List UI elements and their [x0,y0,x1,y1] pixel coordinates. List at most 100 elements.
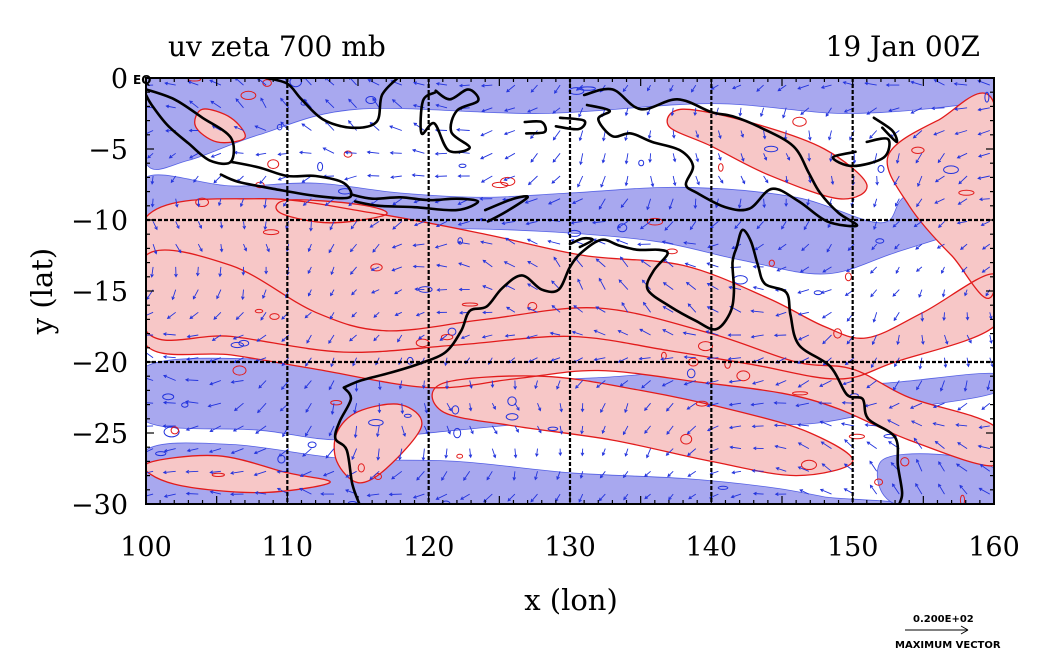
positive-vorticity-region [887,93,994,299]
wind-vector-arrow [551,304,561,313]
wind-vector-arrow [797,466,810,472]
coastline [582,87,859,228]
wind-vector-arrow [278,448,289,457]
wind-vector-arrow [243,243,248,252]
wind-vector-arrow [939,380,945,392]
wind-vector-arrow [807,153,812,162]
wind-vector-arrow [933,79,945,86]
small-negative-contour [984,91,990,103]
wind-vector-arrow [671,130,676,139]
wind-vector-arrow [503,261,516,268]
wind-vector-arrow [601,448,606,457]
reference-vector-caption: MAXIMUM VECTOR [895,640,1001,651]
wind-vector-arrow [642,301,651,313]
wind-vector-arrow [412,264,425,269]
wind-vector-arrow [623,493,629,501]
wind-vector-arrow [864,81,877,86]
wind-vector-arrow [367,173,380,178]
wind-vector-arrow [731,470,742,475]
wind-vector-arrow [981,402,991,410]
wind-vector-arrow [961,266,968,273]
wind-vector-arrow [481,334,493,339]
small-positive-contour [680,433,693,445]
wind-vector-arrow [481,107,493,113]
wind-vector-arrow [322,470,335,477]
wind-vector-arrow [146,425,154,427]
wind-vector-arrow [977,130,990,136]
wind-vector-arrow [662,329,674,336]
wind-vector-arrow [598,493,606,502]
wind-vector-arrow [619,256,629,268]
wind-vector-arrow [591,220,606,225]
wind-vector-arrow [596,380,606,389]
small-negative-contour [877,165,885,173]
wind-vector-arrow [468,403,473,412]
small-negative-contour [276,124,283,131]
wind-vector-arrow [763,153,768,161]
wind-vector-arrow [829,153,833,163]
wind-vector-arrow [230,492,244,497]
wind-vector-arrow [820,84,832,89]
wind-vector-arrow [372,97,380,109]
wind-vector-arrow [695,130,700,139]
wind-vector-arrow [305,402,312,413]
wind-vector-arrow [389,151,402,155]
wind-vector-arrow [411,148,425,154]
wind-vector-arrow [738,107,743,117]
wind-vector-arrow [302,198,312,206]
wind-vector-arrow [413,220,425,227]
coastline [219,160,353,200]
small-negative-contour [567,229,582,237]
wind-vector-arrow [762,130,767,140]
wind-vector-arrow [693,107,697,117]
wind-vector-arrow [910,420,923,427]
wind-vector-arrow [304,380,312,390]
coastline [146,88,236,166]
small-positive-contour [456,453,464,459]
wind-vector-arrow [219,244,224,253]
wind-vector-arrow [799,266,810,273]
wind-vector-arrow [162,400,176,405]
wind-vector-arrow [503,175,516,181]
plot-area [145,77,995,505]
wind-vector-arrow [254,125,267,131]
wind-vector-arrow [577,175,584,188]
wind-vector-arrow [530,84,538,93]
wind-vector-arrow [150,198,155,208]
wind-vector-arrow [554,84,561,94]
positive-vorticity-contour [275,199,388,224]
wind-vector-arrow [617,221,629,229]
small-positive-contour [718,163,724,172]
wind-vector-arrow [527,107,538,113]
y-tick-label: −10 [71,206,128,237]
wind-vector-arrow [937,153,945,164]
wind-vector-arrow [230,470,244,475]
wind-vector-arrow [957,442,968,449]
wind-vector-arrow [598,198,606,210]
wind-vector-arrow [977,152,990,158]
wind-vector-arrow [915,483,923,495]
wind-vector-arrow [330,266,335,276]
wind-vector-arrow [570,220,583,225]
wind-vector-arrow [979,464,991,472]
y-tick-label: −20 [71,348,128,379]
wind-vector-arrow [352,357,358,367]
wind-vector-arrow [412,243,425,248]
wind-vector-arrow [146,493,154,497]
wind-vector-arrow [821,463,832,472]
wind-vector-arrow [503,130,516,136]
x-tick-label: 110 [262,532,314,563]
wind-vector-arrow [434,243,448,249]
wind-vector-arrow [819,488,832,495]
wind-vector-arrow [954,107,968,111]
wind-vector-arrow [530,493,538,503]
wind-vector-arrow [960,243,968,251]
wind-vector-arrow [235,98,244,109]
wind-vector-arrow [695,153,700,163]
wind-vector-arrow [773,401,787,405]
wind-vector-arrow [398,380,403,390]
wind-vector-arrow [320,492,335,496]
wind-vector-arrow [689,221,697,231]
wind-vector-arrow [580,425,584,435]
wind-vector-arrow [366,493,380,498]
